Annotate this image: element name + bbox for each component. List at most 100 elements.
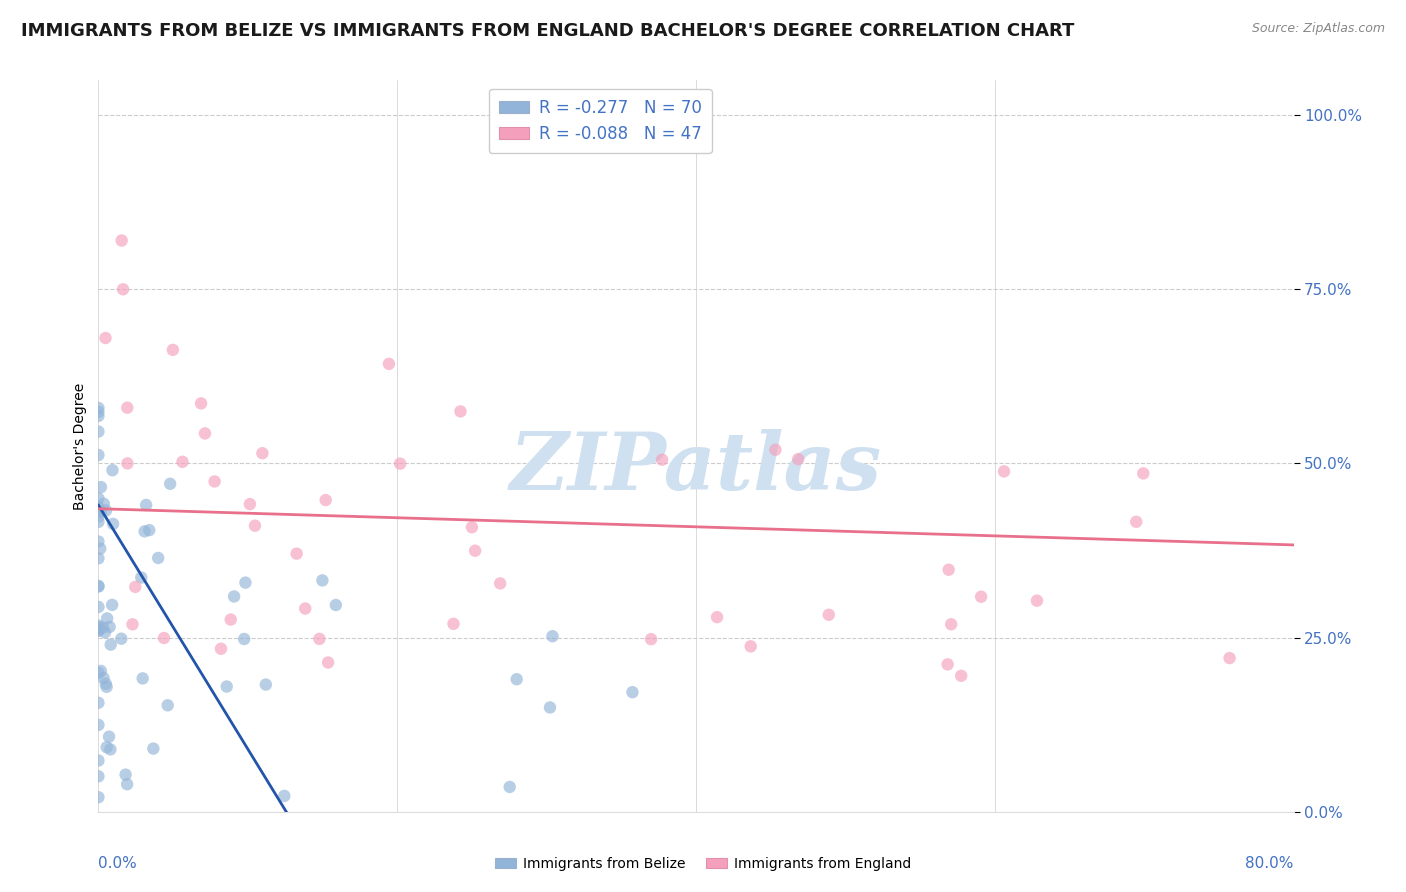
Point xyxy=(87,509,110,524)
Point xyxy=(87,551,110,566)
Point xyxy=(87,504,110,518)
Point xyxy=(936,657,959,672)
Point xyxy=(254,677,277,691)
Legend: R = -0.277   N = 70, R = -0.088   N = 47: R = -0.277 N = 70, R = -0.088 N = 47 xyxy=(489,88,711,153)
Point xyxy=(389,457,412,471)
Point xyxy=(87,665,110,680)
Point xyxy=(273,789,295,803)
Point xyxy=(87,448,110,462)
Point xyxy=(87,580,110,594)
Point xyxy=(308,632,330,646)
Point xyxy=(235,575,257,590)
Point xyxy=(112,282,135,296)
Point xyxy=(98,730,121,744)
Point xyxy=(90,664,112,678)
Point xyxy=(706,610,728,624)
Point xyxy=(93,497,115,511)
Point xyxy=(87,624,110,638)
Point xyxy=(96,680,118,694)
Point xyxy=(311,574,333,588)
Point xyxy=(131,672,153,686)
Point xyxy=(87,405,110,419)
Point xyxy=(285,547,308,561)
Point xyxy=(215,680,238,694)
Point xyxy=(787,452,810,467)
Point xyxy=(87,515,110,529)
Point xyxy=(443,616,465,631)
Point xyxy=(90,505,112,519)
Point xyxy=(162,343,184,357)
Legend: Immigrants from Belize, Immigrants from England: Immigrants from Belize, Immigrants from … xyxy=(489,851,917,876)
Point xyxy=(204,475,226,489)
Point xyxy=(950,669,973,683)
Point xyxy=(499,780,522,794)
Point xyxy=(138,523,160,537)
Text: 80.0%: 80.0% xyxy=(1246,855,1294,871)
Point xyxy=(100,638,122,652)
Point xyxy=(505,672,527,686)
Point xyxy=(101,463,124,477)
Point xyxy=(489,576,512,591)
Text: 0.0%: 0.0% xyxy=(98,855,138,871)
Point xyxy=(117,401,139,415)
Point xyxy=(96,611,118,625)
Point xyxy=(101,516,124,531)
Point xyxy=(94,677,117,691)
Point xyxy=(87,618,110,632)
Text: IMMIGRANTS FROM BELIZE VS IMMIGRANTS FROM ENGLAND BACHELOR'S DEGREE CORRELATION : IMMIGRANTS FROM BELIZE VS IMMIGRANTS FRO… xyxy=(21,22,1074,40)
Point xyxy=(87,409,110,423)
Point xyxy=(294,601,316,615)
Point xyxy=(98,620,121,634)
Point xyxy=(87,401,110,415)
Point xyxy=(87,696,110,710)
Point xyxy=(153,631,176,645)
Point xyxy=(87,579,110,593)
Point xyxy=(378,357,401,371)
Point xyxy=(87,425,110,439)
Point xyxy=(91,621,114,635)
Point xyxy=(87,534,110,549)
Point xyxy=(941,617,963,632)
Point xyxy=(190,396,212,410)
Point xyxy=(111,234,134,248)
Point xyxy=(142,741,165,756)
Point xyxy=(87,718,110,732)
Point xyxy=(94,331,117,345)
Point xyxy=(87,754,110,768)
Point xyxy=(87,599,110,614)
Point xyxy=(90,480,112,494)
Point xyxy=(89,541,111,556)
Point xyxy=(970,590,993,604)
Point xyxy=(325,598,347,612)
Point xyxy=(87,790,110,805)
Point xyxy=(94,503,117,517)
Point xyxy=(100,742,122,756)
Point xyxy=(621,685,644,699)
Point xyxy=(538,700,561,714)
Point xyxy=(117,457,139,471)
Point xyxy=(87,623,110,637)
Point xyxy=(87,491,110,506)
Point xyxy=(1219,651,1241,665)
Point xyxy=(115,777,138,791)
Point xyxy=(94,625,117,640)
Point xyxy=(239,497,262,511)
Point xyxy=(222,590,245,604)
Point xyxy=(87,620,110,634)
Point xyxy=(93,671,115,685)
Point xyxy=(243,518,266,533)
Point xyxy=(817,607,839,622)
Point xyxy=(121,617,143,632)
Point xyxy=(461,520,484,534)
Point xyxy=(993,464,1015,478)
Point xyxy=(1125,515,1147,529)
Point xyxy=(101,598,124,612)
Point xyxy=(194,426,217,441)
Point xyxy=(252,446,274,460)
Point xyxy=(541,629,564,643)
Text: ZIPatlas: ZIPatlas xyxy=(510,429,882,507)
Point xyxy=(450,404,472,418)
Point xyxy=(1132,467,1154,481)
Point xyxy=(87,769,110,783)
Point xyxy=(148,551,170,566)
